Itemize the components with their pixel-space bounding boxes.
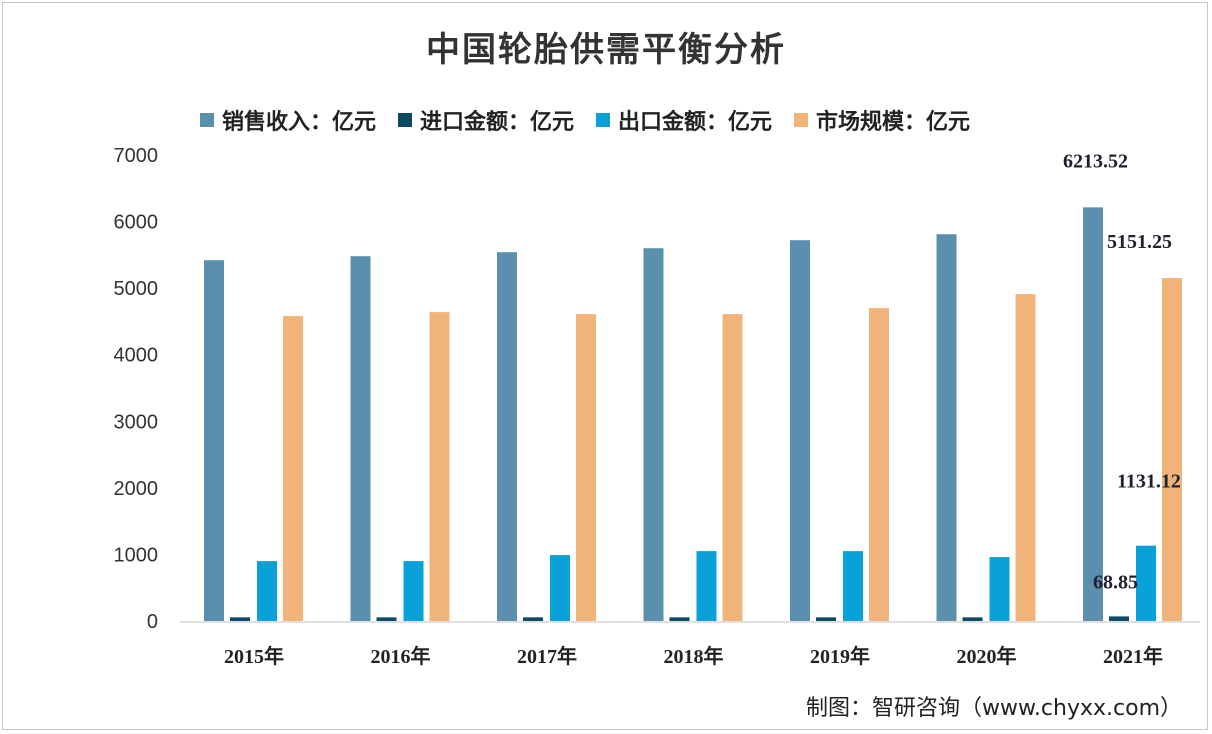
bar-1-2020年 (936, 234, 957, 621)
x-tick-label: 2018年 (664, 644, 724, 668)
legend-item-import: 进口金额：亿元 (398, 104, 574, 136)
x-tick-label: 2020年 (957, 644, 1017, 668)
legend-label: 出口金额：亿元 (618, 110, 773, 135)
bar-1-2015年 (204, 260, 224, 621)
data-label: 6213.52 (1063, 150, 1128, 172)
y-tick-label: 5000 (114, 278, 159, 300)
bar-3-2016年 (403, 561, 424, 621)
legend-label: 进口金额：亿元 (420, 110, 575, 135)
bar-4-2016年 (429, 312, 450, 621)
bar-1-2021年 (1083, 207, 1103, 621)
y-tick-label: 7000 (114, 145, 159, 167)
bar-1-2018年 (643, 248, 664, 621)
y-tick-label: 6000 (114, 212, 159, 234)
bar-4-2015年 (283, 316, 303, 621)
bar-1-2017年 (497, 252, 517, 622)
legend: 销售收入：亿元 进口金额：亿元 出口金额：亿元 市场规模：亿元 (200, 104, 970, 136)
x-tick-label: 2015年 (224, 644, 284, 668)
source-note: 制图：智研咨询（www.chyxx.com） (805, 696, 1182, 721)
legend-swatch (398, 113, 413, 127)
x-tick-label: 2017年 (517, 644, 577, 668)
legend-swatch (794, 113, 809, 127)
x-tick-label: 2021年 (1103, 644, 1163, 668)
bar-2-2015年 (230, 617, 250, 621)
y-tick-label: 2000 (114, 478, 159, 500)
bar-3-2015年 (257, 561, 277, 621)
bar-3-2019年 (843, 551, 863, 621)
bar-4-2021年 (1162, 278, 1182, 621)
bar-4-2017年 (576, 314, 596, 621)
bar-1-2019年 (790, 240, 810, 621)
bar-4-2020年 (1015, 294, 1036, 621)
y-tick-label: 3000 (114, 411, 159, 433)
bar-2-2017年 (523, 617, 543, 621)
bar-2-2019年 (816, 617, 836, 621)
legend-swatch (200, 113, 214, 127)
legend-item-export: 出口金额：亿元 (596, 104, 772, 136)
bar-4-2018年 (722, 314, 743, 621)
legend-item-market: 市场规模：亿元 (794, 104, 970, 136)
bar-3-2018年 (696, 551, 717, 621)
bar-4-2019年 (869, 308, 889, 621)
bar-1-2016年 (350, 256, 371, 621)
legend-label: 市场规模：亿元 (816, 110, 971, 135)
x-tick-label: 2019年 (810, 644, 870, 668)
bar-2-2018年 (669, 617, 690, 621)
bar-2-2021年 (1109, 616, 1129, 621)
bar-3-2021年 (1136, 545, 1156, 621)
bar-3-2020年 (989, 557, 1010, 621)
y-tick-label: 1000 (114, 544, 159, 566)
bar-3-2017年 (550, 555, 570, 621)
bar-2-2020年 (962, 617, 983, 621)
legend-label: 销售收入：亿元 (222, 110, 377, 135)
data-label: 1131.12 (1117, 471, 1181, 493)
chart-title: 中国轮胎供需平衡分析 (426, 30, 786, 70)
legend-item-sales: 销售收入：亿元 (200, 104, 376, 136)
x-tick-label: 2016年 (371, 644, 431, 668)
bar-2-2016年 (376, 617, 397, 621)
y-tick-label: 4000 (114, 345, 159, 367)
y-tick-label: 0 (147, 611, 158, 633)
data-label: 5151.25 (1107, 231, 1172, 253)
data-label: 68.85 (1093, 571, 1138, 593)
legend-swatch (596, 113, 611, 127)
